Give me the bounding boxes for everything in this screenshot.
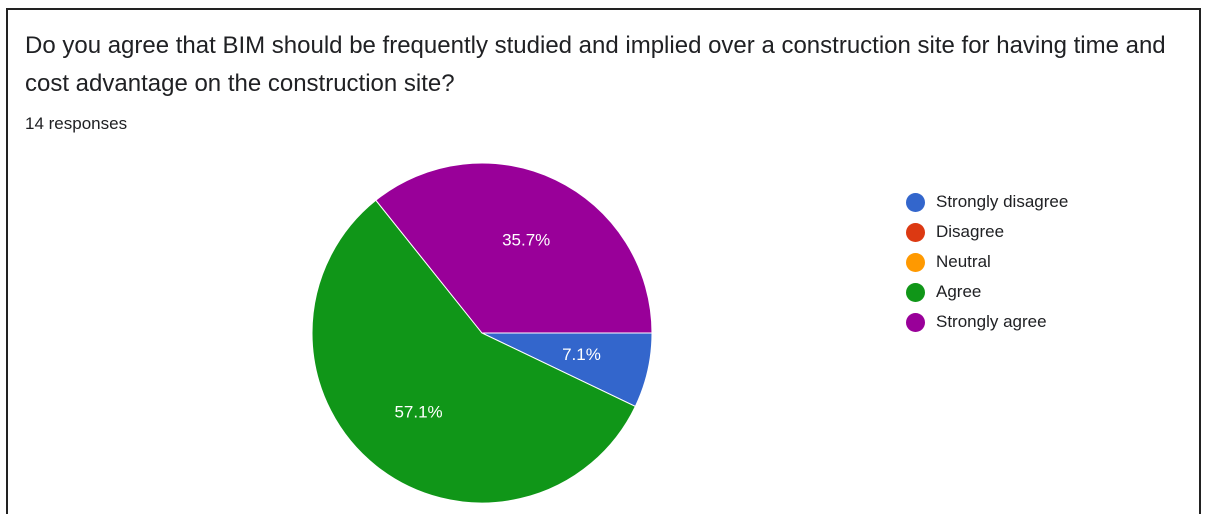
pie-chart: 7.1% 57.1% 35.7%	[311, 162, 653, 504]
legend-swatch-strongly-agree	[906, 312, 925, 332]
pie-label-agree: 57.1%	[394, 402, 442, 421]
chart-legend: Strongly disagree Disagree Neutral Agree Str…	[906, 187, 1068, 337]
pie-label-strongly-disagree: 7.1%	[562, 345, 601, 364]
pie-slice-agree	[311, 199, 636, 504]
legend-label-strongly-disagree: Strongly disagree	[936, 192, 1069, 211]
legend-label-strongly-agree: Strongly agree	[936, 312, 1047, 331]
legend-item-strongly-agree: Strongly agree	[906, 307, 1068, 337]
question-title: Do you agree that BIM should be frequent…	[25, 32, 1166, 97]
question-card: Do you agree that BIM should be frequent…	[6, 8, 1201, 514]
legend-item-strongly-disagree: Strongly disagree	[906, 187, 1068, 217]
legend-label-neutral: Neutral	[936, 252, 991, 271]
legend-item-neutral: Neutral	[906, 247, 1068, 277]
legend-item-disagree: Disagree	[906, 217, 1068, 247]
legend-label-agree: Agree	[936, 282, 982, 301]
response-count: 14 responses	[25, 114, 128, 133]
legend-label-disagree: Disagree	[936, 222, 1005, 241]
pie-label-strongly-agree: 35.7%	[502, 231, 550, 250]
legend-swatch-strongly-disagree	[906, 192, 925, 212]
pie-slice-labels: 7.1% 57.1% 35.7%	[394, 231, 600, 422]
legend-swatch-disagree	[906, 222, 925, 242]
pie-slice-strongly-agree	[375, 162, 653, 334]
pie-slices	[311, 162, 653, 504]
legend-swatch-agree	[906, 282, 925, 302]
legend-swatch-neutral	[906, 252, 925, 272]
legend-item-agree: Agree	[906, 277, 1068, 307]
